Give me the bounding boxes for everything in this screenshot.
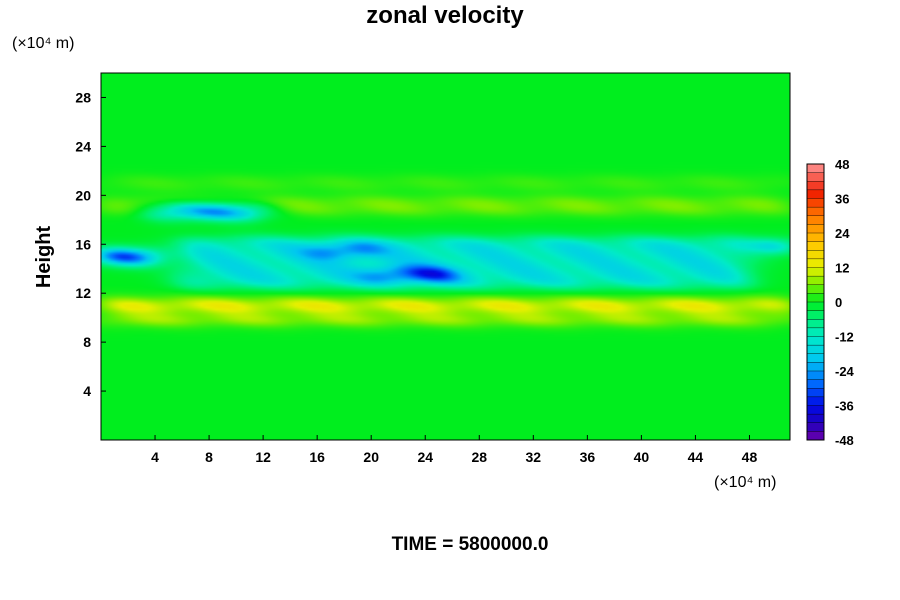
y-tick-label: 12 bbox=[75, 285, 91, 301]
colorbar-bin bbox=[806, 396, 825, 406]
colorbar-tick-label: -48 bbox=[835, 433, 854, 448]
colorbar-bin bbox=[806, 353, 825, 363]
colorbar-bin bbox=[806, 362, 825, 372]
x-tick-label: 44 bbox=[688, 449, 704, 465]
colorbar-bin bbox=[806, 413, 825, 424]
colorbar-bin bbox=[806, 258, 825, 268]
x-tick-label: 48 bbox=[742, 449, 758, 465]
x-tick-label: 36 bbox=[580, 449, 596, 465]
x-tick-label: 40 bbox=[634, 449, 650, 465]
colorbar-bin bbox=[806, 422, 825, 432]
x-tick-label: 4 bbox=[151, 449, 159, 465]
colorbar-tick-label: 0 bbox=[835, 295, 842, 310]
colorbar-bin bbox=[806, 284, 825, 294]
colorbar-tick-label: 24 bbox=[835, 226, 850, 241]
colorbar-bin bbox=[806, 370, 825, 381]
colorbar-ticks: 48 36 24 12 0 -12 -24 -36 -48 bbox=[835, 157, 855, 448]
velocity-field bbox=[101, 73, 790, 440]
colorbar bbox=[806, 163, 825, 441]
colorbar-bin bbox=[806, 336, 825, 346]
colorbar-bin bbox=[806, 301, 825, 312]
plot-frame bbox=[100, 72, 791, 441]
colorbar-bin bbox=[806, 275, 825, 286]
colorbar-tick-label: 12 bbox=[835, 261, 849, 276]
colorbar-bin bbox=[806, 215, 825, 225]
x-tick-label: 28 bbox=[471, 449, 487, 465]
y-tick-label: 4 bbox=[83, 383, 91, 399]
x-axis-unit-label: (×10⁴ m) bbox=[714, 474, 776, 491]
x-axis-ticks: 4 8 12 16 20 24 28 32 36 40 44 48 bbox=[151, 435, 757, 465]
time-label: TIME = 5800000.0 bbox=[392, 534, 549, 555]
chart-title: zonal velocity bbox=[366, 2, 524, 29]
y-axis-label: Height bbox=[33, 226, 55, 289]
y-tick-label: 8 bbox=[83, 334, 91, 350]
colorbar-bin bbox=[806, 189, 825, 199]
colorbar-bin bbox=[806, 181, 825, 191]
colorbar-bin bbox=[806, 198, 825, 208]
colorbar-tick-label: 48 bbox=[835, 157, 849, 172]
y-axis-unit-label: (×10⁴ m) bbox=[12, 35, 74, 52]
colorbar-bin bbox=[806, 267, 825, 277]
y-tick-label: 16 bbox=[75, 236, 91, 252]
colorbar-bin bbox=[806, 163, 825, 174]
colorbar-bin bbox=[806, 310, 825, 320]
colorbar-tick-label: -36 bbox=[835, 399, 854, 414]
x-tick-label: 12 bbox=[255, 449, 271, 465]
x-tick-label: 20 bbox=[363, 449, 379, 465]
colorbar-bin bbox=[806, 206, 825, 217]
colorbar-bin bbox=[806, 379, 825, 389]
y-tick-label: 20 bbox=[75, 187, 91, 203]
colorbar-tick-label: -24 bbox=[835, 364, 855, 379]
colorbar-bin bbox=[806, 388, 825, 398]
colorbar-bin bbox=[806, 327, 825, 337]
y-tick-label: 24 bbox=[75, 138, 91, 154]
colorbar-bin bbox=[806, 232, 825, 243]
plot-area bbox=[100, 72, 791, 441]
colorbar-bin bbox=[806, 250, 825, 260]
colorbar-bin bbox=[806, 293, 825, 303]
x-tick-label: 24 bbox=[417, 449, 433, 465]
colorbar-tick-label: 36 bbox=[835, 192, 849, 207]
colorbar-bin bbox=[806, 224, 825, 234]
x-tick-label: 16 bbox=[309, 449, 325, 465]
y-tick-label: 28 bbox=[75, 89, 91, 105]
colorbar-bin bbox=[806, 172, 825, 182]
colorbar-tick-label: -12 bbox=[835, 330, 854, 345]
colorbar-bin bbox=[806, 241, 825, 251]
colorbar-frame bbox=[806, 163, 825, 441]
y-axis-ticks: 4 8 12 16 20 24 28 bbox=[75, 89, 106, 399]
colorbar-bin bbox=[806, 405, 825, 415]
colorbar-bin bbox=[806, 431, 825, 441]
x-tick-label: 8 bbox=[205, 449, 213, 465]
colorbar-bin bbox=[806, 319, 825, 329]
colorbar-bin bbox=[806, 344, 825, 355]
x-tick-label: 32 bbox=[526, 449, 542, 465]
